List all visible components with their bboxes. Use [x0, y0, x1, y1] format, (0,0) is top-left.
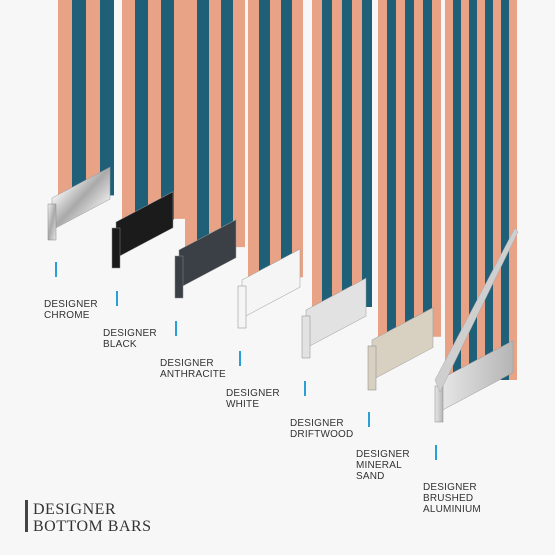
- title-accent: [25, 500, 28, 532]
- bar-face: [301, 315, 311, 359]
- bar-label: DESIGNER: [160, 358, 214, 369]
- slat: [221, 0, 233, 248]
- slat: [135, 0, 148, 221]
- labels: DESIGNERBRUSHEDALUMINIUMDESIGNERMINERALS…: [44, 262, 481, 515]
- bar-face: [434, 385, 444, 423]
- slat: [259, 0, 270, 279]
- slat: [453, 0, 461, 380]
- slat: [174, 0, 187, 219]
- bar-face: [174, 255, 184, 299]
- slat: [414, 0, 423, 338]
- slat: [501, 0, 509, 380]
- bar-label: CHROME: [44, 310, 90, 321]
- bar-label: SAND: [356, 471, 385, 482]
- slat: [461, 0, 469, 380]
- slat: [378, 0, 387, 340]
- slat: [396, 0, 405, 339]
- slat: [281, 0, 292, 278]
- bar-label: ALUMINIUM: [423, 504, 481, 515]
- title-line: BOTTOM BARS: [33, 518, 152, 535]
- slat: [270, 0, 281, 279]
- slat: [100, 0, 114, 196]
- bottom-bars: [47, 166, 519, 423]
- bar-label: DESIGNER: [290, 418, 344, 429]
- slat: [122, 0, 135, 222]
- bar-face: [237, 285, 247, 329]
- bar-label: ANTHRACITE: [160, 369, 226, 380]
- bar-label: WHITE: [226, 399, 259, 410]
- slat: [72, 0, 86, 197]
- slat: [332, 0, 342, 309]
- slat: [445, 0, 453, 380]
- bar-label: BLACK: [103, 339, 137, 350]
- slat: [423, 0, 432, 338]
- slat: [469, 0, 477, 380]
- slat: [342, 0, 352, 308]
- slat: [387, 0, 396, 340]
- slat: [58, 0, 72, 198]
- slat: [352, 0, 362, 308]
- bar-label: BRUSHED: [423, 493, 473, 504]
- slat: [493, 0, 501, 380]
- bar-label: DESIGNER: [423, 482, 477, 493]
- slat: [362, 0, 372, 307]
- slat: [185, 0, 197, 250]
- slat: [292, 0, 303, 278]
- slat: [209, 0, 221, 249]
- bar-face: [367, 345, 377, 391]
- slat: [477, 0, 485, 380]
- slat: [509, 0, 517, 380]
- bar-face: [47, 203, 57, 241]
- slat: [148, 0, 161, 221]
- slat: [233, 0, 245, 248]
- bar-label: DESIGNER: [226, 388, 280, 399]
- bar-label: MINERAL: [356, 460, 402, 471]
- aluminium-rail: [434, 227, 519, 393]
- slat: [161, 0, 174, 220]
- bar-label: DESIGNER: [356, 449, 410, 460]
- bar-label: DESIGNER: [44, 299, 98, 310]
- slat: [197, 0, 209, 249]
- slat: [405, 0, 414, 339]
- slats: [58, 0, 517, 380]
- slat: [248, 0, 259, 280]
- slat: [432, 0, 441, 337]
- slat: [485, 0, 493, 380]
- slat: [322, 0, 332, 309]
- slat: [312, 0, 322, 310]
- bar-face: [111, 227, 121, 269]
- title-line: DESIGNER: [33, 501, 116, 518]
- slat: [86, 0, 100, 197]
- bar-label: DRIFTWOOD: [290, 429, 353, 440]
- bar-label: DESIGNER: [103, 328, 157, 339]
